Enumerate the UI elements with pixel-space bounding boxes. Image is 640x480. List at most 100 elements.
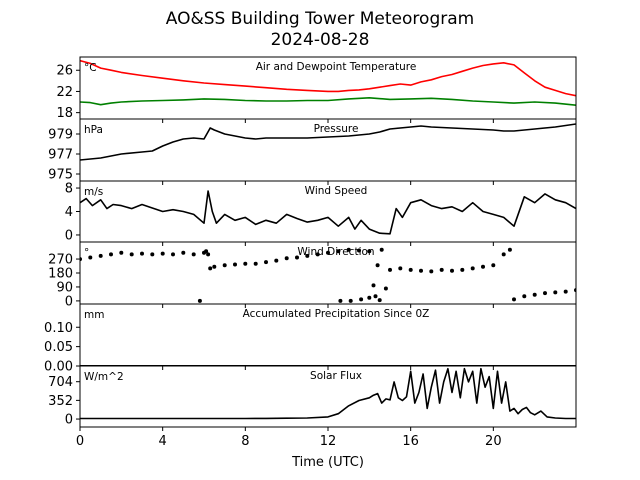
temp-y-tick-label: 26: [56, 64, 73, 79]
wind_direction-y-tick-label: 90: [56, 280, 73, 295]
wind_direction-point: [512, 297, 516, 302]
x-tick-label: 16: [402, 434, 419, 449]
wind_direction-point: [204, 249, 209, 254]
wind_direction-point: [109, 252, 113, 257]
wind_direction-point: [563, 289, 568, 294]
wind_direction-point: [398, 266, 403, 271]
wind_direction-point: [522, 294, 527, 299]
wind_direction-point: [408, 267, 413, 272]
wind_direction-point: [222, 263, 227, 268]
wind_direction-point: [98, 253, 103, 258]
wind_speed-panel-title: Wind Speed: [305, 185, 368, 197]
pressure-unit-label: hPa: [84, 124, 103, 136]
wind_direction-point: [264, 260, 268, 265]
wind_direction-point: [274, 258, 279, 263]
wind_direction-point: [253, 261, 258, 266]
wind_direction-unit-label: °: [84, 247, 89, 259]
precip-y-tick-label: 0.00: [44, 360, 73, 375]
wind_direction-point: [338, 298, 343, 303]
wind_direction-point: [129, 252, 134, 257]
wind_direction-point: [357, 248, 361, 253]
pressure-y-tick-label: 977: [48, 148, 73, 163]
wind_direction-point: [367, 249, 372, 254]
precip-y-tick-label: 0.10: [44, 321, 73, 336]
x-tick-label: 20: [485, 434, 502, 449]
x-axis-label: Time (UTC): [291, 455, 364, 470]
wind_direction-point: [470, 266, 475, 271]
wind_direction-point: [160, 251, 165, 256]
wind_direction-point: [197, 298, 202, 303]
wind_speed-series-line-0: [80, 190, 576, 235]
wind_direction-point: [429, 269, 434, 274]
wind_direction-point: [481, 264, 485, 269]
wind_direction-point: [191, 252, 196, 257]
wind_direction-point: [388, 267, 392, 272]
wind_direction-point: [359, 297, 364, 302]
x-axis: 0 4 8 12 16 20: [76, 434, 502, 449]
wind_direction-point: [208, 266, 213, 271]
panel-pressure: 975 977 979 Pressure hPa: [48, 118, 577, 185]
panel-precip: 0.00 0.05 0.10 Accumulated Precipitation Si…: [44, 303, 577, 375]
wind_direction-point: [460, 267, 465, 272]
x-tick-label: 12: [320, 434, 337, 449]
solar-unit-label: W/m^2: [84, 371, 124, 383]
temp-series-line-0: [80, 59, 576, 97]
wind_direction-point: [88, 255, 93, 260]
x-tick-label: 4: [159, 434, 167, 449]
precip-unit-label: mm: [84, 309, 104, 321]
wind_direction-point: [346, 247, 351, 252]
wind_direction-point: [140, 251, 144, 256]
x-tick-label: 8: [241, 434, 249, 449]
solar-y-tick-label: 352: [48, 394, 73, 409]
precip-panel-title: Accumulated Precipitation Since 0Z: [243, 308, 430, 320]
wind_direction-series-0: [80, 247, 576, 303]
wind_direction-point: [119, 250, 124, 255]
wind_direction-point: [501, 252, 506, 257]
precip-y-tick-label: 0.05: [44, 340, 73, 355]
solar-panel-title: Solar Flux: [310, 370, 362, 382]
solar-series-line-0: [80, 367, 576, 420]
panel-temp: 18 22 26 Air and Dewpoint Temperature °C: [56, 56, 577, 123]
panel-wind_speed: 0 4 8 Wind Speed m/s: [65, 180, 577, 246]
figure-title: AO&SS Building Tower Meteorogram: [166, 9, 474, 29]
pressure-series-line-0: [80, 123, 576, 161]
wind_speed-unit-label: m/s: [84, 186, 103, 198]
pressure-y-tick-label: 979: [48, 128, 73, 143]
wind_direction-point: [450, 268, 454, 273]
wind_direction-point: [212, 264, 217, 269]
wind_direction-panel-title: Wind Direction: [297, 246, 374, 258]
wind_direction-point: [326, 250, 330, 255]
wind_direction-point: [315, 252, 320, 257]
wind_direction-point: [284, 256, 289, 261]
pressure-panel-title: Pressure: [314, 123, 359, 135]
wind_direction-point: [206, 252, 211, 257]
wind_direction-point: [553, 290, 558, 295]
wind_direction-point: [439, 267, 444, 272]
temp-y-tick-label: 18: [56, 106, 73, 121]
panel-solar: 0 352 704 Solar Flux W/m^2: [48, 365, 577, 431]
solar-y-tick-label: 704: [48, 375, 73, 390]
wind_direction-point: [379, 247, 384, 252]
wind_direction-point: [377, 298, 382, 303]
wind_direction-point: [419, 268, 423, 273]
x-tick-label: 0: [76, 434, 84, 449]
wind_direction-point: [383, 286, 388, 291]
wind_direction-y-tick-label: 270: [48, 253, 73, 268]
temp-unit-label: °C: [84, 62, 97, 74]
wind_direction-point: [373, 294, 378, 299]
wind_speed-y-tick-label: 8: [65, 182, 73, 197]
wind_direction-point: [243, 261, 248, 266]
wind_direction-point: [295, 255, 299, 260]
pressure-y-tick-label: 975: [48, 168, 73, 183]
temp-y-tick-label: 22: [56, 85, 73, 100]
wind_direction-point: [367, 295, 372, 300]
wind_direction-point: [150, 252, 155, 257]
temp-series-line-1: [80, 97, 576, 106]
figure-subtitle: 2024-08-28: [271, 30, 370, 50]
wind_direction-point: [371, 283, 376, 288]
wind_direction-point: [336, 249, 341, 254]
wind_direction-point: [507, 247, 512, 252]
wind_direction-point: [375, 263, 380, 268]
wind_direction-point: [491, 263, 496, 268]
